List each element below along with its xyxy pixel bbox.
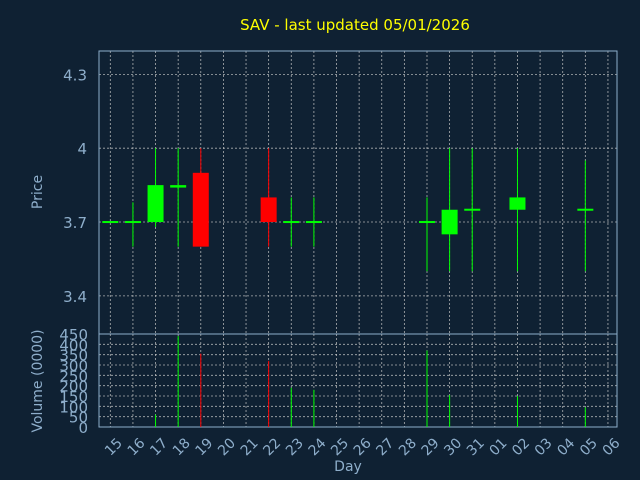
day-tick-label: 21 — [238, 435, 262, 459]
volume-tick-label: 400 — [59, 336, 88, 354]
volume-grid — [99, 333, 617, 428]
volume-tick-label: 50 — [69, 409, 88, 427]
volume-bars — [155, 336, 586, 427]
day-tick-label: 02 — [509, 435, 533, 459]
candle-body — [102, 221, 119, 224]
chart-title: SAV - last updated 05/01/2026 — [240, 16, 470, 34]
candle-body — [283, 221, 300, 224]
volume-tick-label: 0 — [78, 419, 88, 437]
day-tick-label: 04 — [554, 435, 578, 459]
price-tick-label: 4 — [77, 140, 87, 158]
candle-body — [124, 221, 141, 224]
candle-body — [170, 185, 187, 188]
volume-tick-label: 100 — [59, 398, 88, 416]
day-tick-label: 24 — [306, 435, 330, 459]
day-tick-label: 22 — [260, 435, 284, 459]
day-tick-label: 31 — [464, 435, 488, 459]
day-tick-label: 27 — [373, 435, 397, 459]
volume-tick-label: 250 — [59, 367, 88, 385]
price-tick-label: 3.7 — [63, 214, 87, 232]
candle-body — [509, 197, 526, 210]
day-tick-label: 17 — [147, 435, 171, 459]
candle-body — [305, 221, 322, 224]
candles — [102, 148, 594, 272]
day-tick-label: 20 — [215, 435, 239, 459]
x-axis-label: Day — [334, 459, 362, 475]
day-tick-label: 18 — [170, 435, 194, 459]
day-tick-label: 03 — [532, 435, 556, 459]
candle-body — [260, 197, 277, 223]
day-tick-label: 05 — [577, 435, 601, 459]
volume-tick-label: 200 — [59, 378, 88, 396]
candle-body — [418, 221, 435, 224]
volume-tick-label: 350 — [59, 347, 88, 365]
volume-tick-label: 300 — [59, 357, 88, 375]
day-tick-label: 15 — [102, 435, 126, 459]
candle-body — [147, 185, 164, 223]
day-tick-label: 01 — [487, 435, 511, 459]
day-axis-ticks: 1516171819202122232425262728293031010203… — [102, 435, 624, 459]
day-tick-label: 26 — [351, 435, 375, 459]
day-tick-label: 30 — [441, 435, 465, 459]
day-tick-label: 16 — [125, 435, 149, 459]
day-tick-label: 25 — [328, 435, 352, 459]
price-grid — [99, 51, 617, 334]
price-axis-label: Price — [30, 175, 46, 209]
price-axis-ticks: 3.4 3.7 4 4.3 — [63, 66, 87, 305]
volume-axis-label: Volume (0000) — [30, 329, 46, 432]
day-tick-label: 06 — [600, 435, 624, 459]
price-tick-label: 3.4 — [63, 288, 87, 306]
volume-tick-label: 150 — [59, 388, 88, 406]
day-tick-label: 23 — [283, 435, 307, 459]
candle-body — [464, 208, 481, 211]
volume-tick-label: 450 — [59, 326, 88, 344]
candle-body — [577, 208, 594, 211]
day-tick-label: 28 — [396, 435, 420, 459]
volume-panel-frame — [98, 333, 618, 428]
candle-body — [192, 172, 209, 247]
price-tick-label: 4.3 — [63, 66, 87, 84]
price-panel-frame — [98, 50, 618, 335]
candle-body — [441, 209, 458, 235]
day-tick-label: 19 — [192, 435, 216, 459]
day-tick-label: 29 — [419, 435, 443, 459]
